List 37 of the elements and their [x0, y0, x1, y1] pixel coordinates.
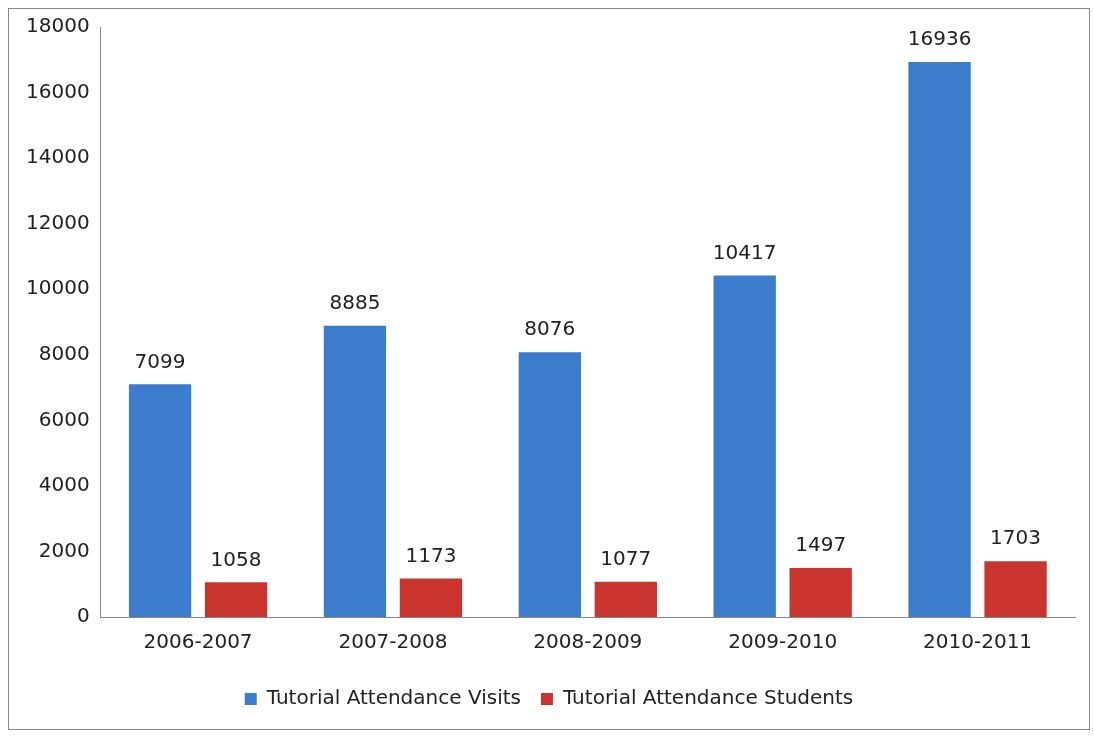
bar	[789, 567, 852, 617]
data-label: 1703	[990, 525, 1042, 550]
bar	[518, 352, 581, 617]
y-tick-label: 4000	[38, 472, 90, 497]
data-label: 16936	[907, 26, 972, 51]
x-tick-label: 2010-2011	[923, 629, 1033, 654]
bar	[984, 561, 1047, 617]
data-label: 8885	[329, 289, 381, 314]
data-label: 10417	[712, 239, 777, 264]
bar	[128, 384, 192, 617]
data-label: 8076	[524, 316, 576, 341]
x-tick-label: 2006-2007	[143, 629, 253, 654]
legend-label: Tutorial Attendance Visits	[265, 685, 521, 710]
y-tick-label: 6000	[38, 406, 90, 431]
y-tick-label: 14000	[26, 144, 90, 169]
data-label: 1173	[405, 542, 457, 567]
data-label: 1497	[795, 532, 847, 557]
y-tick-label: 12000	[26, 209, 90, 234]
bar	[399, 578, 463, 617]
legend-label: Tutorial Attendance Students	[561, 685, 854, 710]
y-tick-label: 18000	[26, 13, 90, 38]
bar	[908, 61, 971, 617]
bar	[713, 275, 776, 617]
bar	[594, 581, 657, 617]
y-tick-label: 2000	[38, 537, 90, 562]
data-label: 7099	[134, 348, 186, 373]
y-tick-label: 0	[76, 603, 90, 628]
bar	[323, 325, 387, 617]
x-tick-label: 2007-2008	[338, 629, 448, 654]
bar	[204, 582, 268, 617]
y-tick-label: 16000	[26, 78, 90, 103]
data-label: 1058	[210, 546, 262, 571]
data-label: 1077	[600, 545, 652, 570]
x-tick-label: 2008-2009	[533, 629, 643, 654]
x-tick-label: 2009-2010	[728, 629, 838, 654]
y-tick-label: 10000	[26, 275, 90, 300]
y-tick-label: 8000	[38, 340, 90, 365]
